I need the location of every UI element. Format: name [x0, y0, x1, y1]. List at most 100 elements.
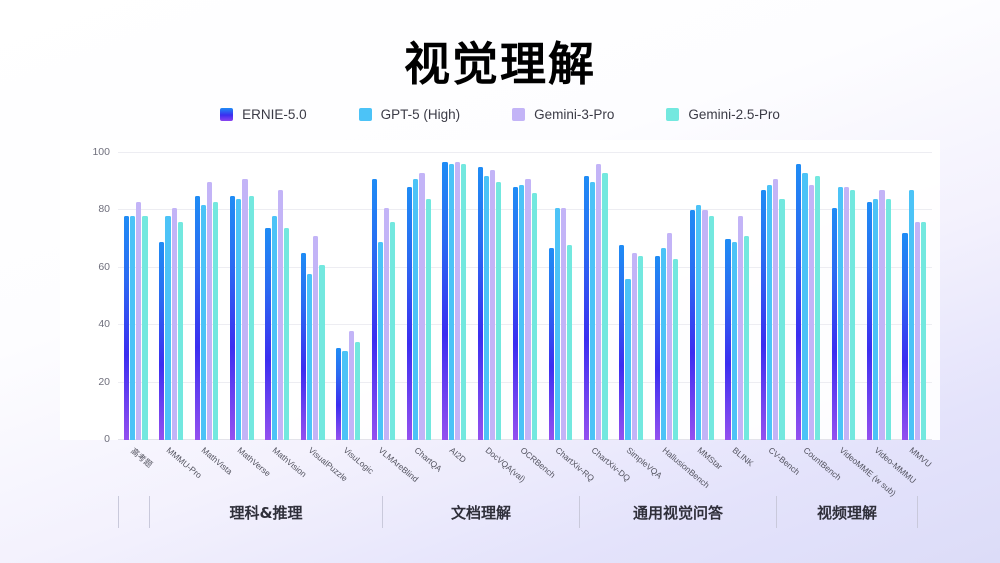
bar[interactable] — [590, 181, 596, 440]
bar[interactable] — [454, 161, 460, 440]
gridline: 60 — [98, 261, 932, 273]
bar[interactable] — [602, 173, 608, 440]
bar[interactable] — [885, 198, 891, 440]
bar[interactable] — [625, 279, 631, 440]
bar[interactable] — [654, 256, 660, 440]
bar[interactable] — [725, 239, 731, 440]
bar[interactable] — [377, 241, 383, 440]
bar[interactable] — [200, 204, 206, 440]
bar[interactable] — [336, 348, 342, 440]
bar[interactable] — [313, 236, 319, 440]
bar[interactable] — [206, 181, 213, 440]
bar[interactable] — [177, 221, 183, 440]
bar[interactable] — [171, 207, 177, 440]
bar[interactable] — [390, 221, 396, 440]
bar[interactable] — [130, 216, 136, 440]
bar[interactable] — [879, 190, 885, 440]
bar[interactable] — [660, 247, 667, 440]
bar[interactable] — [908, 190, 914, 440]
bar[interactable] — [696, 204, 702, 440]
bar[interactable] — [831, 207, 837, 440]
bar[interactable] — [837, 187, 843, 440]
bar[interactable] — [194, 196, 200, 440]
bar[interactable] — [802, 173, 808, 440]
bar[interactable] — [779, 198, 785, 440]
bar[interactable] — [271, 216, 277, 440]
bar[interactable] — [667, 233, 673, 440]
bar[interactable] — [596, 164, 602, 440]
bar[interactable] — [490, 170, 496, 440]
bar[interactable] — [560, 207, 567, 440]
bar[interactable] — [419, 173, 425, 440]
bar[interactable] — [914, 221, 920, 440]
bar[interactable] — [702, 210, 708, 440]
bar[interactable] — [142, 216, 148, 440]
bar[interactable] — [248, 196, 254, 440]
bar[interactable] — [277, 190, 283, 440]
bar[interactable] — [744, 236, 750, 440]
bar[interactable] — [773, 178, 779, 440]
bar[interactable] — [265, 227, 271, 440]
bar[interactable] — [844, 187, 850, 440]
bar[interactable] — [383, 207, 390, 440]
bar[interactable] — [165, 216, 171, 440]
bar[interactable] — [814, 175, 820, 440]
bar[interactable] — [371, 178, 377, 440]
bar[interactable] — [619, 244, 625, 440]
bar[interactable] — [548, 247, 554, 440]
bar[interactable] — [406, 187, 413, 440]
bar[interactable] — [673, 259, 679, 440]
bar[interactable] — [477, 167, 483, 440]
bar[interactable] — [637, 256, 644, 440]
bar[interactable] — [796, 164, 802, 440]
bar[interactable] — [850, 190, 856, 440]
bar[interactable] — [767, 184, 773, 440]
legend-item-0[interactable]: ERNIE-5.0 — [220, 107, 307, 122]
bar[interactable] — [737, 216, 744, 440]
bar[interactable] — [448, 164, 454, 440]
bar[interactable] — [342, 351, 348, 440]
bar[interactable] — [213, 201, 219, 440]
bar[interactable] — [525, 178, 531, 440]
bar[interactable] — [159, 241, 165, 440]
bar[interactable] — [867, 201, 873, 440]
bar[interactable] — [519, 184, 525, 440]
bar[interactable] — [442, 161, 448, 440]
bar[interactable] — [413, 178, 419, 440]
bar[interactable] — [236, 198, 242, 440]
bar[interactable] — [242, 178, 248, 440]
bar[interactable] — [873, 198, 879, 440]
bar[interactable] — [760, 190, 767, 440]
bar[interactable] — [460, 164, 467, 440]
bar[interactable] — [808, 184, 814, 440]
bar[interactable] — [123, 216, 129, 440]
bar[interactable] — [496, 181, 502, 440]
bar[interactable] — [920, 221, 927, 440]
bar[interactable] — [483, 175, 490, 440]
bar[interactable] — [631, 253, 637, 440]
bar[interactable] — [319, 264, 325, 440]
legend-swatch-icon — [512, 108, 526, 121]
bar[interactable] — [306, 273, 313, 440]
bar[interactable] — [136, 201, 142, 440]
bar[interactable] — [554, 207, 560, 440]
bar[interactable] — [567, 244, 573, 440]
bar[interactable] — [354, 342, 360, 440]
bar[interactable] — [425, 198, 431, 440]
bar[interactable] — [513, 187, 519, 440]
legend-item-3[interactable]: Gemini-2.5-Pro — [666, 107, 780, 122]
legend-item-2[interactable]: Gemini-3-Pro — [512, 107, 614, 122]
legend-item-1[interactable]: GPT-5 (High) — [358, 107, 460, 122]
bar[interactable] — [690, 210, 696, 440]
bar[interactable] — [583, 175, 590, 440]
bar[interactable] — [731, 241, 737, 440]
bar[interactable] — [348, 330, 354, 440]
bar[interactable] — [229, 196, 236, 440]
category-label: 文档理解 — [450, 503, 511, 522]
bars — [229, 153, 254, 440]
bar[interactable] — [531, 193, 537, 440]
bar[interactable] — [283, 227, 290, 440]
bar[interactable] — [708, 216, 714, 440]
bar[interactable] — [902, 233, 908, 440]
bar[interactable] — [300, 253, 306, 440]
